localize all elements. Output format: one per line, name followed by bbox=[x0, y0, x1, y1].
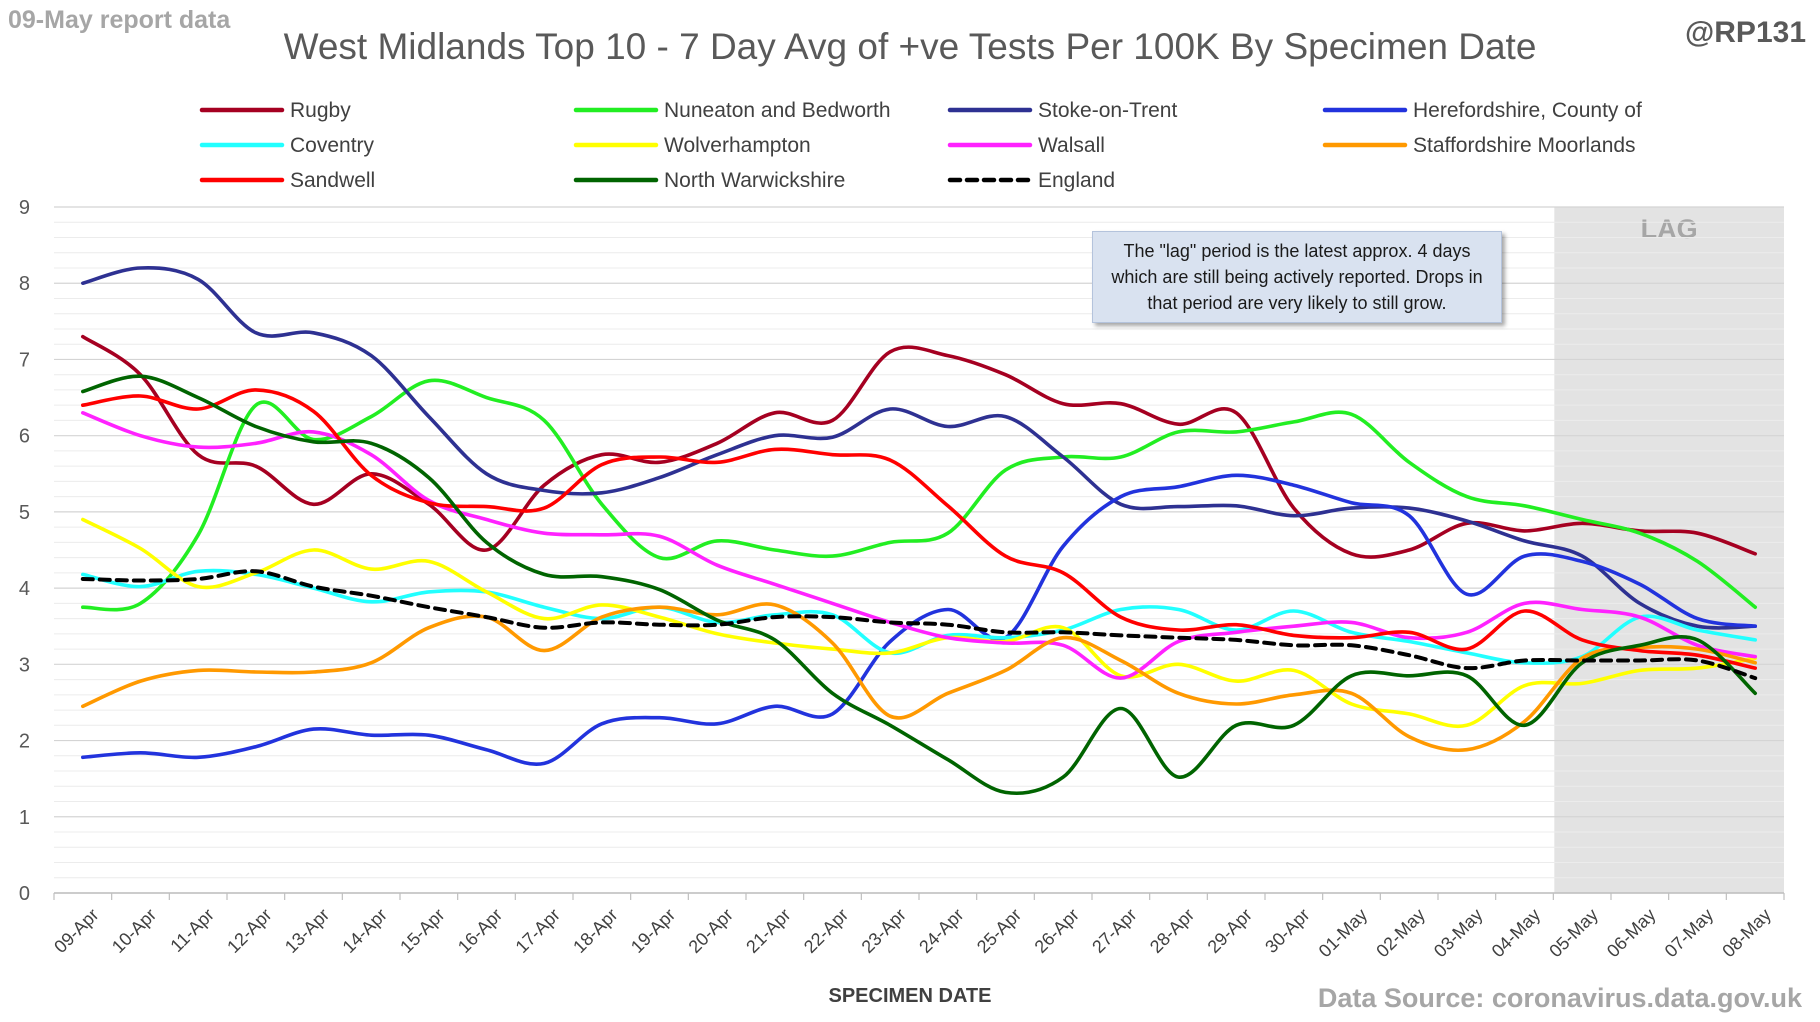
y-tick-label: 2 bbox=[19, 731, 30, 753]
x-tick-label: 20-Apr bbox=[685, 905, 737, 957]
series-line-nuneaton-and-bedworth bbox=[81, 378, 1757, 612]
y-tick-label: 3 bbox=[19, 654, 30, 676]
x-tick-label: 06-May bbox=[1603, 905, 1660, 962]
legend-label-rugby: Rugby bbox=[290, 99, 351, 122]
x-tick-label: 01-May bbox=[1315, 905, 1372, 962]
x-axis-label: SPECIMEN DATE bbox=[828, 985, 992, 1007]
x-tick-label: 08-May bbox=[1718, 905, 1775, 962]
x-tick-label: 28-Apr bbox=[1146, 905, 1198, 957]
legend-label-herefordshire-county-of: Herefordshire, County of bbox=[1413, 99, 1642, 122]
x-tick-label: 25-Apr bbox=[973, 905, 1025, 957]
legend-label-england: England bbox=[1038, 169, 1115, 192]
series-line-rugby bbox=[81, 334, 1757, 559]
series-line-stoke-on-trent bbox=[81, 266, 1757, 630]
legend-label-stoke-on-trent: Stoke-on-Trent bbox=[1038, 99, 1177, 122]
legend-label-coventry: Coventry bbox=[290, 134, 375, 157]
x-tick-label: 24-Apr bbox=[915, 905, 967, 957]
series-line-herefordshire-county-of bbox=[81, 473, 1757, 767]
y-tick-label: 0 bbox=[19, 883, 30, 905]
x-tick-label: 18-Apr bbox=[569, 905, 621, 957]
x-tick-label: 26-Apr bbox=[1031, 905, 1083, 957]
y-tick-label: 6 bbox=[19, 426, 30, 448]
series-line-staffordshire-moorlands bbox=[81, 602, 1757, 753]
x-tick-label: 22-Apr bbox=[800, 905, 852, 957]
x-tick-label: 11-Apr bbox=[166, 905, 217, 956]
x-tick-label: 04-May bbox=[1488, 905, 1545, 962]
lag-note: The "lag" period is the latest approx. 4… bbox=[1092, 231, 1502, 323]
x-tick-label: 21-Apr bbox=[742, 905, 794, 957]
legend-label-staffordshire-moorlands: Staffordshire Moorlands bbox=[1413, 134, 1636, 157]
x-tick-label: 02-May bbox=[1372, 905, 1429, 962]
x-tick-label: 23-Apr bbox=[858, 905, 910, 957]
x-tick-label: 12-Apr bbox=[223, 905, 275, 957]
y-tick-label: 8 bbox=[19, 273, 30, 295]
legend-label-wolverhampton: Wolverhampton bbox=[664, 134, 811, 157]
data-source: Data Source: coronavirus.data.gov.uk bbox=[1317, 983, 1802, 1013]
x-tick-label: 27-Apr bbox=[1088, 905, 1140, 957]
x-tick-label: 03-May bbox=[1430, 905, 1487, 962]
x-tick-label: 10-Apr bbox=[108, 905, 160, 957]
x-tick-label: 14-Apr bbox=[339, 905, 391, 957]
y-tick-label: 5 bbox=[19, 502, 30, 524]
series-line-england bbox=[80, 569, 1758, 681]
series-line-wolverhampton bbox=[81, 517, 1757, 729]
legend-label-north-warwickshire: North Warwickshire bbox=[664, 169, 845, 192]
series-line-sandwell bbox=[81, 388, 1757, 670]
y-tick-label: 1 bbox=[19, 807, 30, 829]
x-tick-label: 19-Apr bbox=[627, 905, 679, 957]
legend-label-sandwell: Sandwell bbox=[290, 169, 375, 192]
author-handle: @RP131 bbox=[1685, 16, 1806, 49]
report-date-tag: 09-May report data bbox=[8, 6, 231, 34]
x-tick-label: 16-Apr bbox=[454, 905, 506, 957]
x-tick-label: 17-Apr bbox=[512, 905, 564, 957]
y-tick-label: 9 bbox=[19, 197, 30, 219]
x-tick-label: 30-Apr bbox=[1261, 905, 1313, 957]
lag-label: LAG bbox=[1641, 214, 1698, 244]
x-tick-label: 05-May bbox=[1545, 905, 1602, 962]
series-line-walsall bbox=[81, 411, 1757, 680]
x-tick-label: 13-Apr bbox=[281, 905, 333, 957]
y-tick-label: 4 bbox=[19, 578, 30, 600]
legend-label-walsall: Walsall bbox=[1038, 134, 1105, 157]
x-tick-label: 29-Apr bbox=[1204, 905, 1256, 957]
series-line-north-warwickshire bbox=[81, 374, 1757, 796]
x-tick-label: 15-Apr bbox=[396, 905, 448, 957]
x-tick-label: 09-Apr bbox=[50, 905, 102, 957]
y-tick-label: 7 bbox=[19, 349, 30, 371]
x-tick-label: 07-May bbox=[1661, 905, 1718, 962]
legend-label-nuneaton-and-bedworth: Nuneaton and Bedworth bbox=[664, 99, 891, 122]
chart-title: West Midlands Top 10 - 7 Day Avg of +ve … bbox=[283, 26, 1537, 67]
